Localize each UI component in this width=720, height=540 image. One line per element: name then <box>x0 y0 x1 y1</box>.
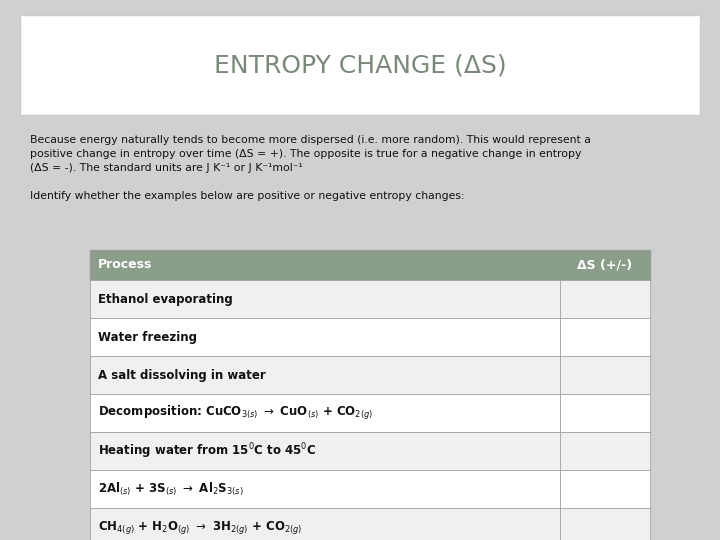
Bar <box>560 280 650 318</box>
Text: Decomposition: CuCO$_{3(s)}$ $\rightarrow$ CuO$_{(s)}$ + CO$_{2(g)}$: Decomposition: CuCO$_{3(s)}$ $\rightarro… <box>98 404 373 422</box>
Bar <box>90 356 560 394</box>
Text: Water freezing: Water freezing <box>98 330 197 343</box>
Text: ENTROPY CHANGE (ΔS): ENTROPY CHANGE (ΔS) <box>214 53 506 77</box>
Text: (ΔS = -). The standard units are J K⁻¹ or J K⁻¹mol⁻¹: (ΔS = -). The standard units are J K⁻¹ o… <box>30 163 302 173</box>
Text: Identify whether the examples below are positive or negative entropy changes:: Identify whether the examples below are … <box>30 191 464 201</box>
Text: Because energy naturally tends to become more dispersed (i.e. more random). This: Because energy naturally tends to become… <box>30 135 591 145</box>
Bar <box>560 318 650 356</box>
Bar <box>90 250 650 280</box>
Bar <box>90 318 560 356</box>
Bar <box>90 470 560 508</box>
Text: A salt dissolving in water: A salt dissolving in water <box>98 368 266 381</box>
Text: CH$_{4(g)}$ + H$_2$O$_{(g)}$ $\rightarrow$ 3H$_{2(g)}$ + CO$_{2(g)}$: CH$_{4(g)}$ + H$_2$O$_{(g)}$ $\rightarro… <box>98 518 302 536</box>
Text: Process: Process <box>98 259 153 272</box>
Bar <box>90 394 560 432</box>
Text: ΔS (+/-): ΔS (+/-) <box>577 259 633 272</box>
Text: Ethanol evaporating: Ethanol evaporating <box>98 293 233 306</box>
Text: 2Al$_{(s)}$ + 3S$_{(s)}$ $\rightarrow$ Al$_2$S$_{3(s)}$: 2Al$_{(s)}$ + 3S$_{(s)}$ $\rightarrow$ A… <box>98 480 243 498</box>
Bar <box>20 15 700 115</box>
Bar <box>560 394 650 432</box>
Bar <box>90 432 560 470</box>
Bar <box>90 508 560 540</box>
Bar <box>560 432 650 470</box>
Bar <box>560 508 650 540</box>
Text: positive change in entropy over time (ΔS = +). The opposite is true for a negati: positive change in entropy over time (ΔS… <box>30 149 581 159</box>
Bar <box>560 356 650 394</box>
Bar <box>90 280 560 318</box>
Bar <box>560 470 650 508</box>
Text: Heating water from 15$^0$C to 45$^0$C: Heating water from 15$^0$C to 45$^0$C <box>98 441 316 461</box>
